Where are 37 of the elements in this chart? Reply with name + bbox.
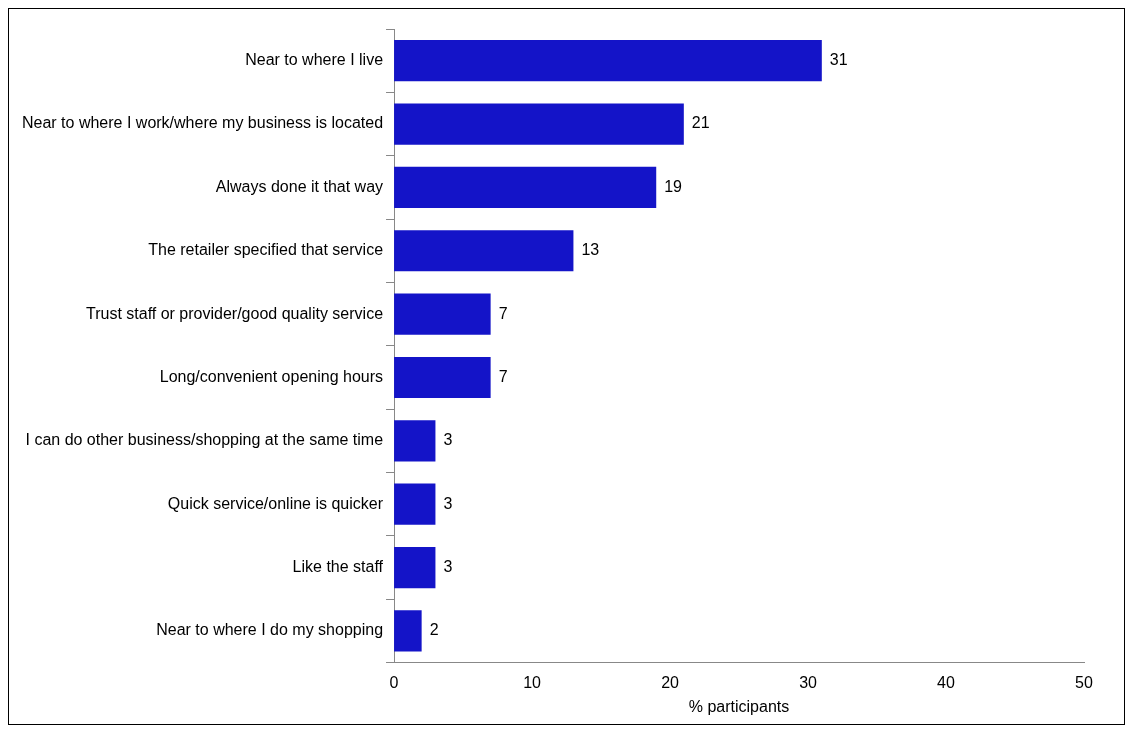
y-tick-label: I can do other business/shopping at the same time — [25, 431, 384, 449]
x-axis-title: % participants — [688, 697, 790, 715]
bar — [394, 546, 436, 589]
bar — [394, 103, 684, 145]
bar — [394, 40, 822, 82]
y-tick-label: Quick service/online is quicker — [167, 494, 384, 512]
y-tick-label: The retailer specified that service — [148, 241, 384, 259]
data-label: 2 — [429, 621, 439, 639]
y-tick-label: Near to where I live — [245, 51, 384, 69]
data-label: 7 — [498, 367, 508, 385]
data-label: 3 — [443, 494, 453, 512]
data-label: 19 — [664, 177, 683, 195]
bar — [394, 356, 491, 399]
data-label: 13 — [581, 241, 600, 259]
x-tick-label: 30 — [799, 673, 818, 691]
data-label: 7 — [498, 304, 508, 322]
y-tick-label: Long/convenient opening hours — [159, 367, 384, 385]
x-tick-label: 40 — [937, 673, 956, 691]
y-tick-label: Always done it that way — [215, 177, 384, 195]
x-tick-label: 0 — [389, 673, 399, 691]
bar — [394, 166, 657, 208]
data-label: 3 — [443, 557, 453, 575]
data-label: 31 — [829, 51, 848, 69]
bar — [394, 293, 491, 335]
bar — [394, 483, 436, 525]
y-tick-label: Trust staff or provider/good quality service — [86, 304, 384, 322]
bar — [394, 610, 422, 652]
y-tick-label: Near to where I do my shopping — [156, 621, 384, 639]
bar — [394, 230, 574, 272]
data-label: 21 — [691, 114, 710, 132]
x-tick-label: 50 — [1075, 673, 1093, 691]
x-tick-label: 20 — [661, 673, 680, 691]
y-tick-label: Like the staff — [292, 557, 384, 575]
data-label: 3 — [443, 431, 453, 449]
y-tick-label: Near to where I work/where my business is located — [21, 114, 384, 132]
x-tick-label: 10 — [523, 673, 542, 691]
bar — [394, 420, 436, 462]
